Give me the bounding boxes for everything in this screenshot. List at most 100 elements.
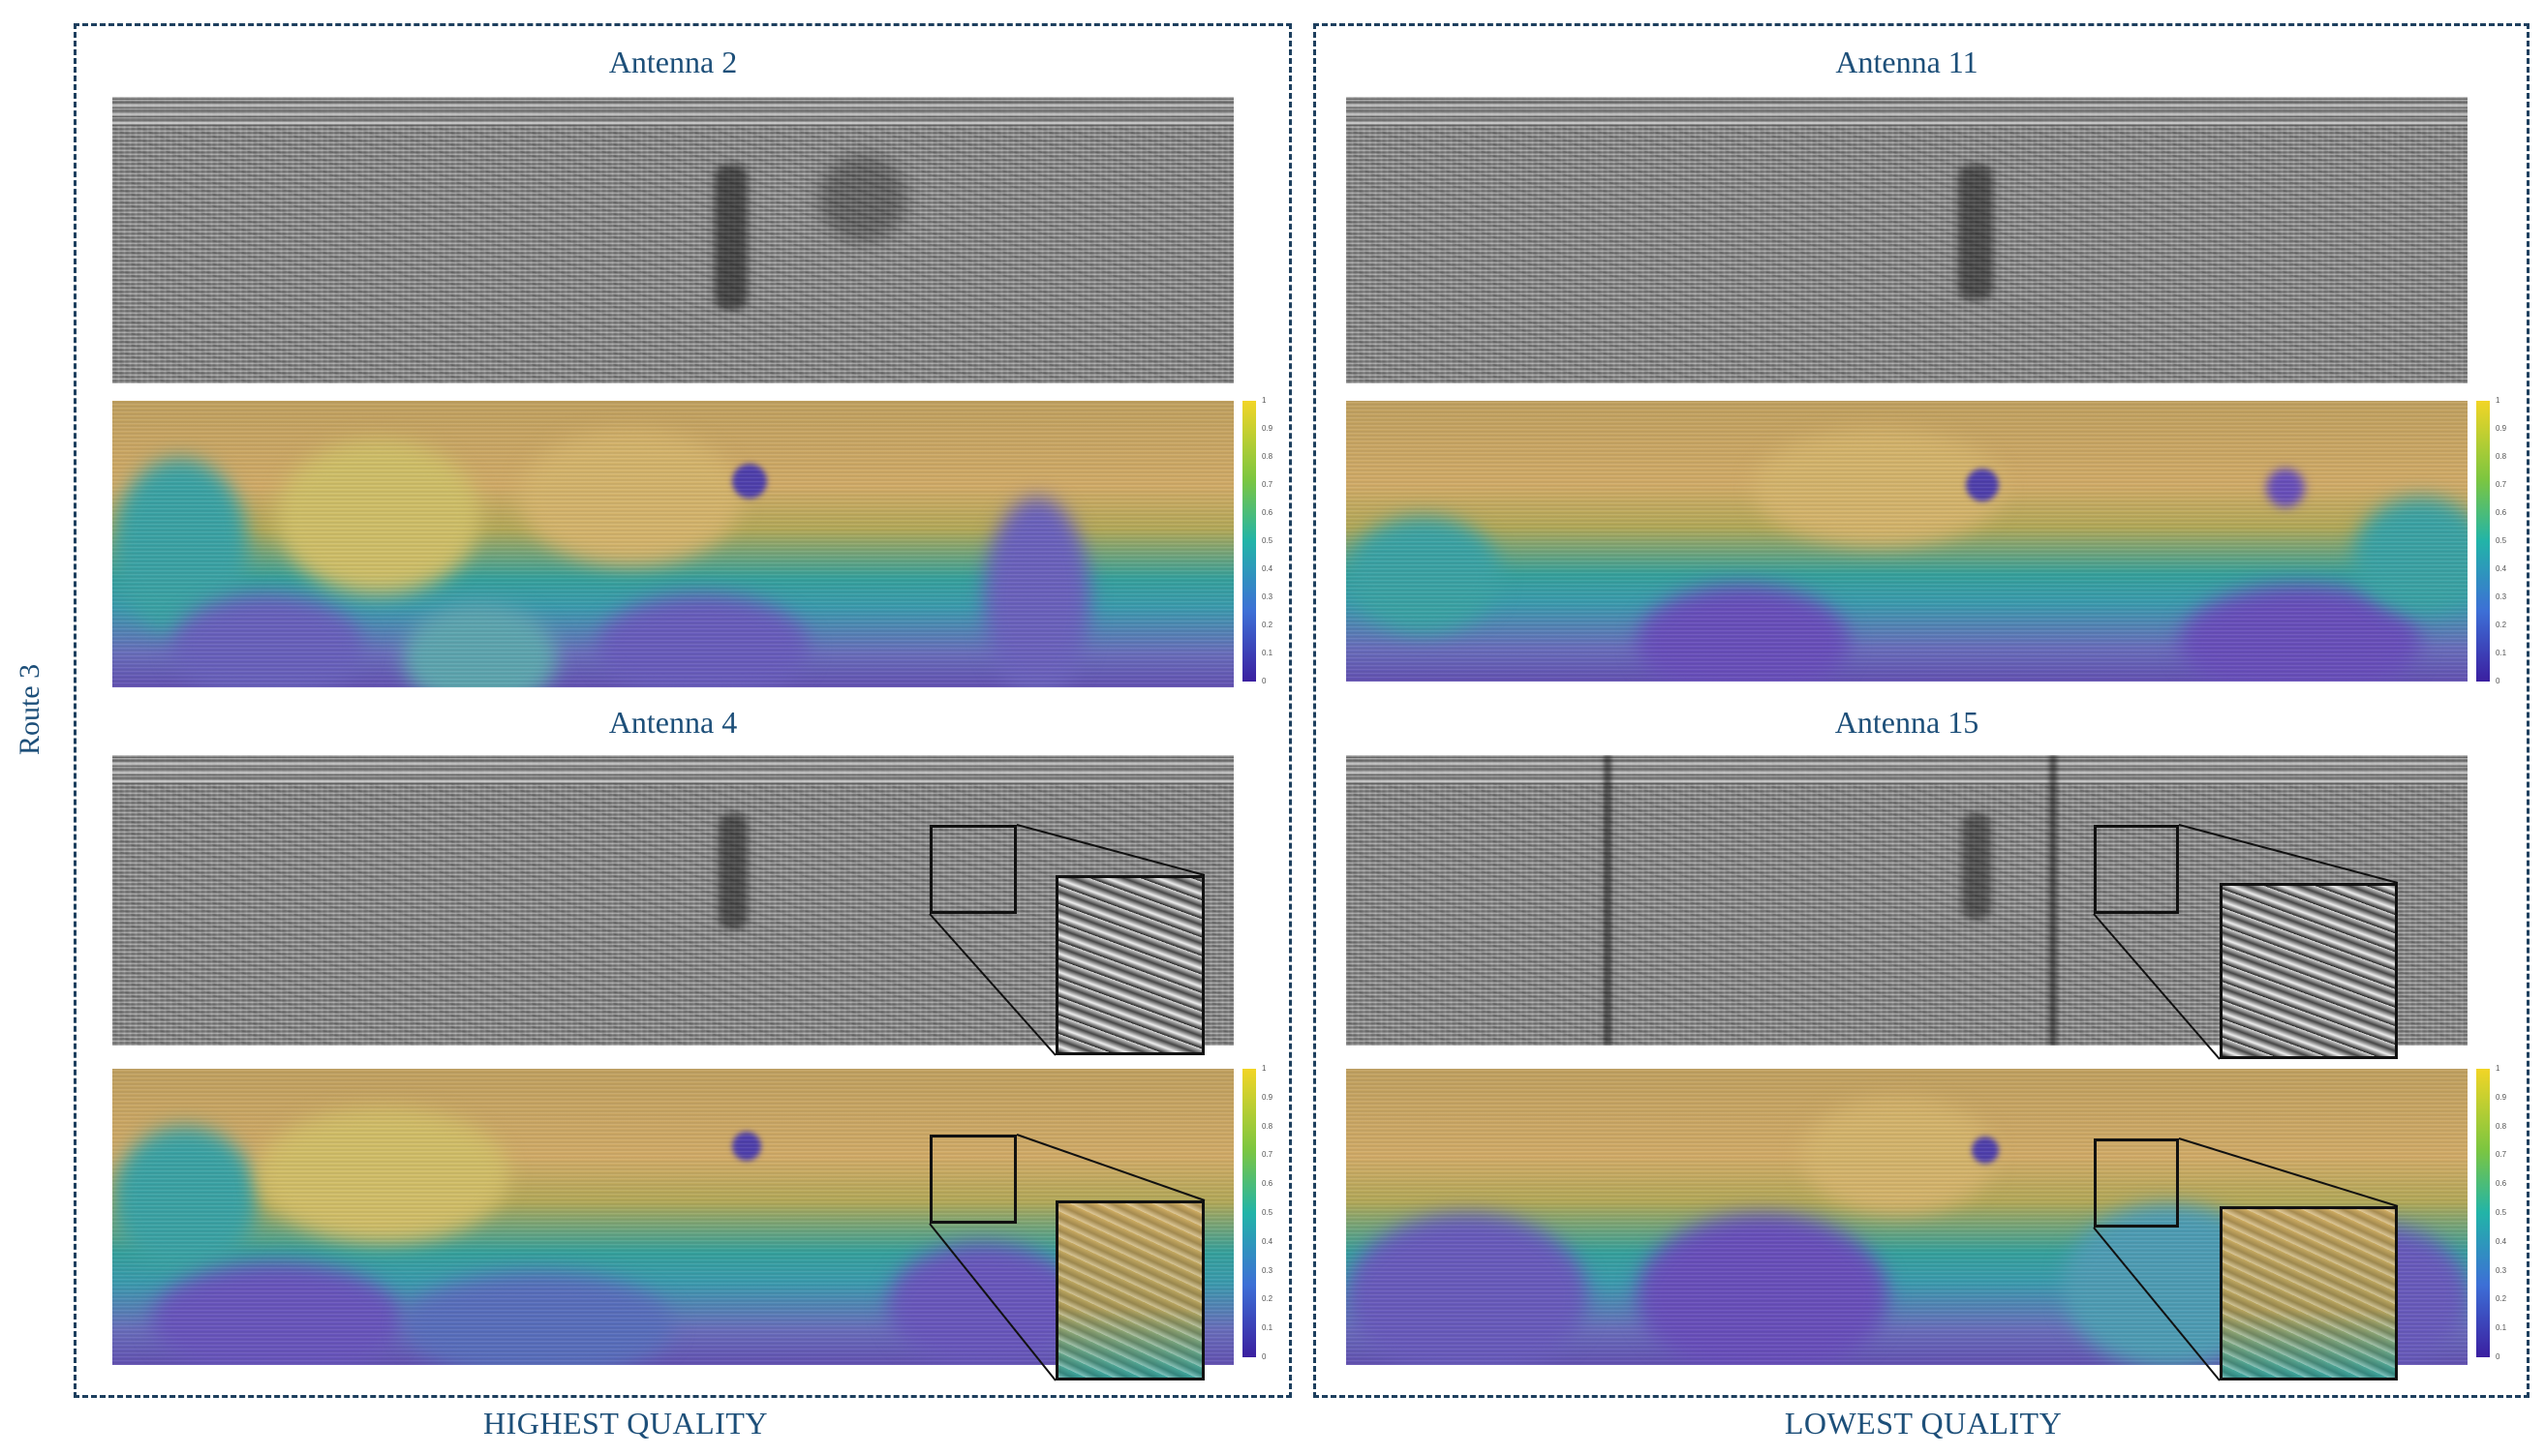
colorbar-tick-label: 0.6 — [1262, 508, 1273, 517]
antenna-4-quality-zoom — [1056, 1200, 1205, 1380]
colorbar-tick-label: 0.2 — [1262, 621, 1273, 629]
vertical-artifact — [2049, 755, 2057, 1046]
colorbar-tick-label: 0.5 — [1262, 536, 1273, 545]
hyperbola-feature — [719, 813, 748, 929]
colorbar-tick-label: 0.6 — [1262, 1179, 1273, 1189]
colorbar-tick-label: 0.3 — [2496, 1265, 2507, 1275]
low-region — [1346, 517, 1501, 633]
antenna-11-radargram — [1346, 97, 2468, 383]
colorbar-tick-label: 0.7 — [2496, 480, 2507, 489]
low-region — [403, 1272, 674, 1365]
route-label: Route 3 — [14, 663, 46, 755]
colorbar-tick-label: 0.1 — [1262, 649, 1273, 657]
hyperbola-feature — [1962, 813, 1991, 920]
colorbar-tick-label: 0.8 — [2496, 1121, 2507, 1131]
low-region — [2353, 498, 2468, 614]
high-region — [1801, 1098, 1995, 1214]
colorbar-tick-label: 0.5 — [1262, 1208, 1273, 1217]
low-region — [170, 594, 364, 687]
colorbar-tick-label: 0.2 — [2496, 621, 2507, 629]
low-region — [887, 1243, 1081, 1365]
antenna-15-colorbar — [2476, 1069, 2490, 1357]
colorbar-tick-label: 0.4 — [2496, 564, 2507, 573]
dip-marker — [732, 1132, 761, 1161]
lowest-quality-group — [1313, 23, 2530, 1398]
colorbar-tick-label: 0.1 — [2496, 649, 2507, 657]
colorbar-tick-label: 0.9 — [2496, 1092, 2507, 1102]
low-region — [2179, 585, 2421, 682]
colorbar-tick-label: 0.4 — [1262, 1236, 1273, 1246]
colorbar-tick-label: 1 — [2496, 1064, 2500, 1073]
antenna-2-radargram — [112, 97, 1234, 383]
dip-marker — [1966, 469, 1999, 501]
colorbar-tick-label: 1 — [2496, 396, 2500, 405]
colorbar-tick-label: 0.8 — [2496, 452, 2507, 461]
lowest-quality-label: LOWEST QUALITY — [1784, 1406, 2063, 1441]
colorbar-tick-label: 0.2 — [1262, 1294, 1273, 1304]
low-region — [1637, 1214, 1888, 1365]
colorbar-tick-label: 0.1 — [1262, 1323, 1273, 1333]
antenna-2-quality-map — [112, 401, 1234, 687]
highest-quality-group — [74, 23, 1292, 1398]
colorbar-tick-label: 0.7 — [1262, 1150, 1273, 1160]
colorbar-tick-label: 0.9 — [1262, 424, 1273, 433]
colorbar-tick-label: 0.7 — [1262, 480, 1273, 489]
low-region — [1346, 1214, 1588, 1365]
dip-marker — [1972, 1137, 1999, 1164]
colorbar-tick-label: 0 — [1262, 677, 1267, 685]
antenna-2-colorbar — [1242, 401, 1256, 682]
antenna-4-radargram-inset-box — [930, 825, 1017, 914]
high-region — [277, 440, 480, 594]
low-region — [112, 1127, 258, 1272]
antenna-15-quality-inset-box — [2094, 1138, 2179, 1228]
low-region — [151, 1262, 403, 1365]
antenna-11-title: Antenna 11 — [1835, 45, 1978, 79]
high-region — [519, 430, 742, 565]
colorbar-tick-label: 0.2 — [2496, 1294, 2507, 1304]
colorbar-tick-label: 0.4 — [1262, 564, 1273, 573]
dip-marker — [732, 464, 767, 499]
antenna-11-colorbar — [2476, 401, 2490, 682]
high-region — [1753, 430, 2005, 546]
colorbar-tick-label: 0.8 — [1262, 1121, 1273, 1131]
colorbar-tick-label: 0.5 — [2496, 1208, 2507, 1217]
antenna-15-title: Antenna 15 — [1834, 705, 1979, 740]
colorbar-tick-label: 0.6 — [2496, 508, 2507, 517]
colorbar-tick-label: 0.6 — [2496, 1179, 2507, 1189]
dip-marker — [2266, 469, 2305, 507]
low-region — [403, 604, 558, 687]
vertical-artifact — [1604, 755, 1611, 1046]
hyperbola-feature — [715, 165, 748, 310]
antenna-4-title: Antenna 4 — [608, 705, 738, 740]
colorbar-tick-label: 0.8 — [1262, 452, 1273, 461]
antenna-4-quality-inset-box — [930, 1135, 1017, 1224]
colorbar-tick-label: 0.3 — [2496, 592, 2507, 601]
highest-quality-label: HIGHEST QUALITY — [483, 1406, 768, 1441]
hyperbola-feature — [1958, 165, 1993, 300]
colorbar-tick-label: 0.9 — [1262, 1092, 1273, 1102]
antenna-4-radargram-zoom — [1056, 875, 1205, 1055]
high-region — [258, 1107, 509, 1243]
colorbar-tick-label: 0 — [1262, 1352, 1267, 1361]
colorbar-tick-label: 0.1 — [2496, 1323, 2507, 1333]
colorbar-tick-label: 0.5 — [2496, 536, 2507, 545]
colorbar-tick-label: 0.7 — [2496, 1150, 2507, 1160]
antenna-15-radargram-zoom — [2220, 883, 2398, 1059]
colorbar-tick-label: 1 — [1262, 1064, 1267, 1073]
antenna-2-title: Antenna 2 — [608, 45, 738, 79]
antenna-11-quality-map — [1346, 401, 2468, 682]
low-region — [1637, 585, 1850, 682]
hyperbola-feature — [819, 155, 906, 242]
low-region — [597, 594, 810, 687]
colorbar-tick-label: 0.4 — [2496, 1236, 2507, 1246]
colorbar-tick-label: 0 — [2496, 1352, 2500, 1361]
antenna-4-colorbar — [1242, 1069, 1256, 1357]
antenna-15-radargram-inset-box — [2094, 825, 2179, 914]
colorbar-tick-label: 0.3 — [1262, 1265, 1273, 1275]
colorbar-tick-label: 0.9 — [2496, 424, 2507, 433]
antenna-15-quality-zoom — [2220, 1206, 2398, 1380]
colorbar-tick-label: 1 — [1262, 396, 1267, 405]
low-region — [112, 459, 248, 633]
colorbar-tick-label: 0.3 — [1262, 592, 1273, 601]
colorbar-tick-label: 0 — [2496, 677, 2500, 685]
